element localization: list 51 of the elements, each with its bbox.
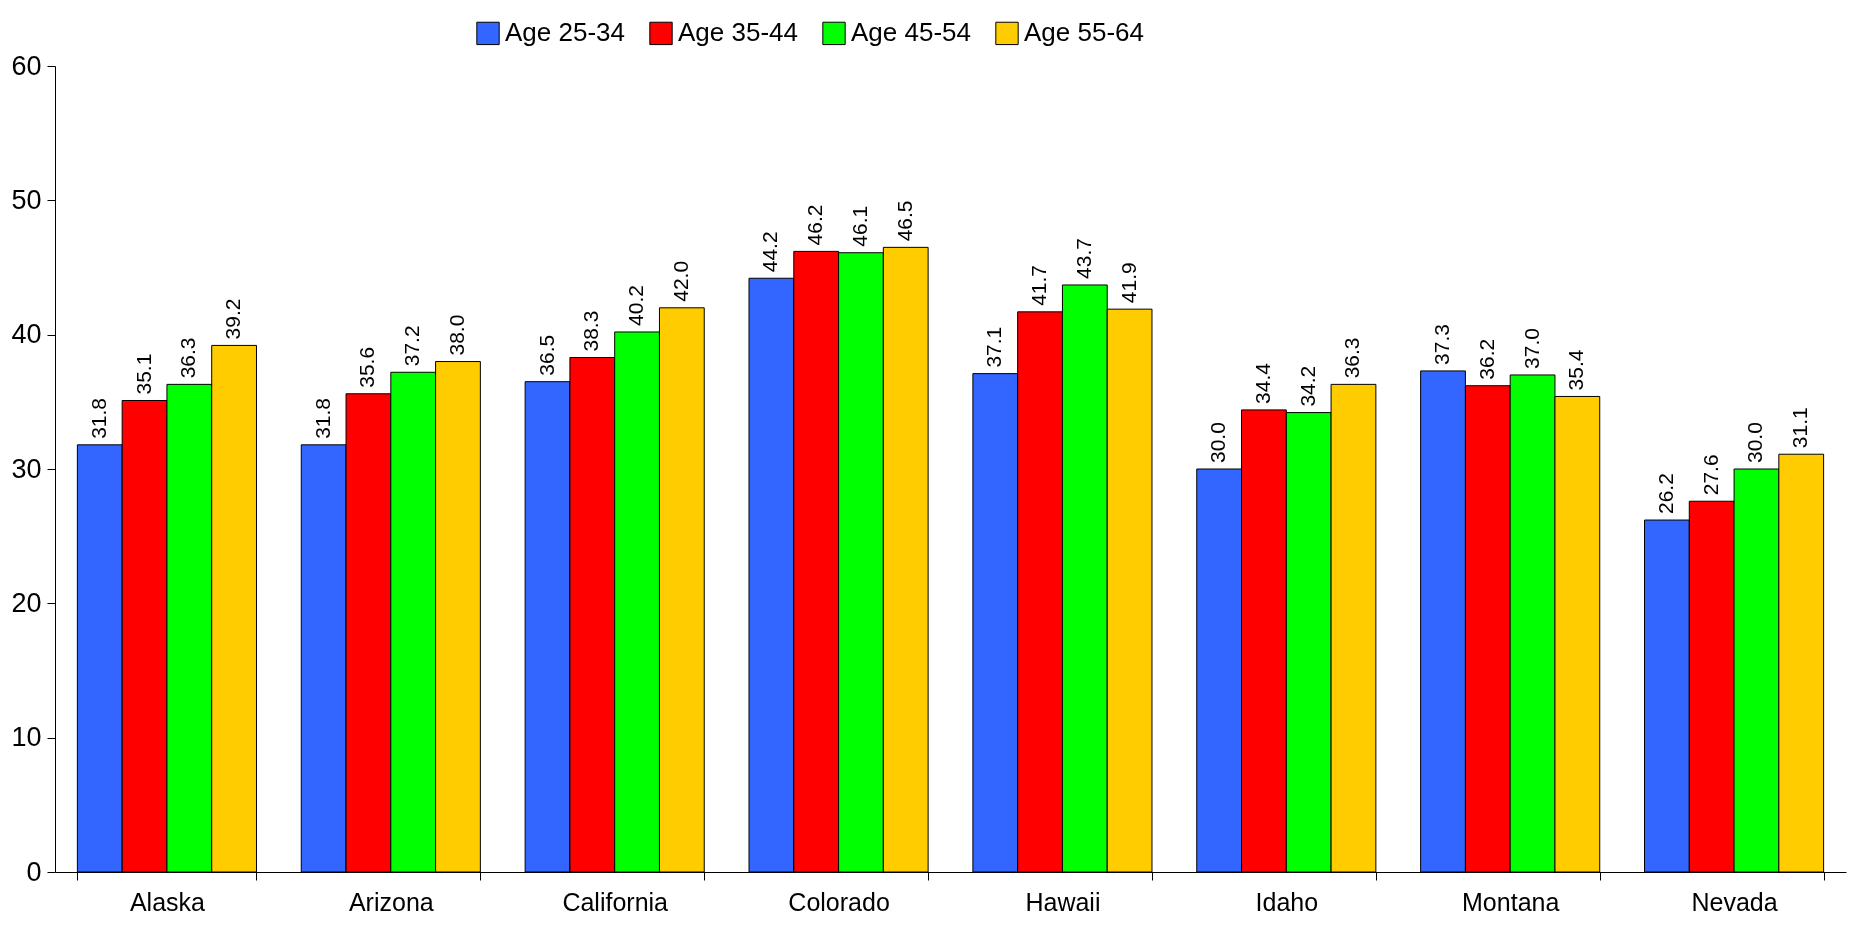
legend-label: Age 25-34	[505, 17, 625, 48]
data-label: 40.2	[624, 285, 648, 326]
data-label: 36.3	[176, 337, 200, 379]
data-label: 27.6	[1698, 454, 1722, 496]
data-label: 44.2	[758, 231, 782, 273]
y-tick-label: 0	[26, 856, 42, 887]
legend-label: Age 55-64	[1024, 17, 1144, 48]
legend-label: Age 35-44	[678, 17, 798, 48]
data-label: 35.6	[355, 346, 379, 388]
data-label: 34.2	[1295, 365, 1319, 407]
legend-label: Age 45-54	[851, 17, 971, 48]
x-tick-label: Alaska	[129, 887, 206, 916]
y-tick-label: 20	[11, 587, 42, 618]
x-tick-label: Hawaii	[1025, 887, 1101, 916]
data-label: 46.2	[803, 204, 827, 246]
x-tick-label: Idaho	[1255, 887, 1319, 916]
data-label: 37.2	[400, 325, 424, 367]
data-label: 36.2	[1474, 338, 1498, 380]
x-tick-label: Nevada	[1691, 887, 1778, 916]
x-tick-label: Montana	[1462, 887, 1560, 916]
data-label: 39.2	[221, 298, 245, 340]
y-tick-label: 60	[11, 50, 42, 81]
x-tick-label: California	[562, 887, 669, 916]
data-label: 30.0	[1743, 422, 1767, 463]
data-label: 41.7	[1027, 264, 1051, 306]
y-tick-label: 30	[11, 453, 42, 484]
data-label: 38.0	[444, 314, 468, 356]
data-label: 46.5	[892, 200, 916, 242]
data-label: 34.4	[1250, 362, 1274, 404]
data-label: 46.1	[847, 205, 871, 247]
y-tick-label: 10	[11, 722, 42, 753]
data-label: 31.8	[310, 397, 334, 439]
data-label: 41.9	[1116, 262, 1140, 304]
x-tick-label: Arizona	[348, 887, 434, 916]
data-label: 38.3	[579, 310, 603, 352]
y-tick-label: 40	[11, 319, 42, 350]
data-label: 42.0	[668, 260, 692, 302]
data-label: 43.7	[1071, 238, 1095, 279]
data-label: 37.0	[1519, 328, 1543, 369]
y-tick-label: 50	[11, 184, 42, 215]
data-label: 36.5	[534, 334, 558, 376]
data-label: 35.4	[1564, 349, 1588, 391]
data-label: 37.1	[982, 326, 1006, 368]
data-label: 37.3	[1430, 324, 1454, 365]
data-label: 26.2	[1653, 473, 1677, 515]
data-label: 31.1	[1788, 407, 1812, 449]
data-label: 35.1	[131, 353, 155, 395]
data-label: 30.0	[1206, 422, 1230, 463]
data-label: 36.3	[1340, 337, 1364, 379]
data-label: 31.8	[86, 397, 110, 439]
x-tick-label: Colorado	[788, 887, 890, 916]
